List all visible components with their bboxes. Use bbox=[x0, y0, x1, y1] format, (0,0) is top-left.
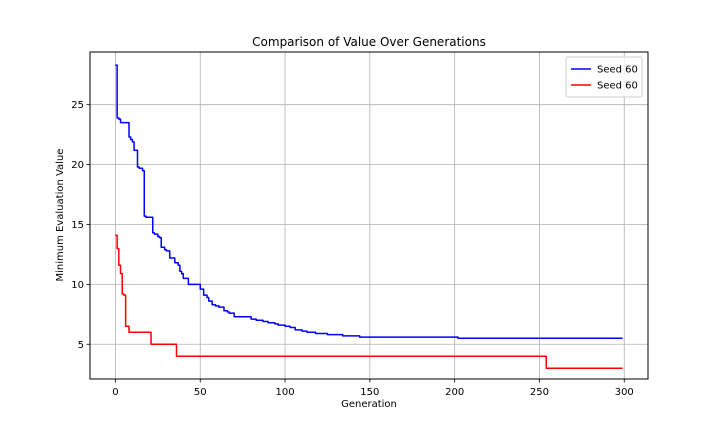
y-tick-label: 15 bbox=[71, 220, 84, 231]
x-tick-label: 50 bbox=[194, 387, 207, 398]
y-tick-label: 5 bbox=[78, 340, 84, 351]
y-axis-label: Minimum Evaluation Value bbox=[55, 149, 66, 282]
y-tick-label: 25 bbox=[71, 100, 84, 111]
legend: Seed 60 Seed 60 bbox=[565, 56, 643, 98]
x-tick-label: 0 bbox=[112, 387, 118, 398]
x-tick-label: 300 bbox=[615, 387, 634, 398]
legend-box bbox=[565, 56, 643, 98]
axis-ticks: 0 50 100 150 200 250 300 5 10 15 20 25 bbox=[71, 100, 634, 398]
y-tick-label: 20 bbox=[71, 160, 84, 171]
x-tick-label: 150 bbox=[360, 387, 379, 398]
legend-label-2: Seed 60 bbox=[597, 81, 638, 92]
grid-lines bbox=[90, 52, 648, 379]
x-axis-label: Generation bbox=[341, 399, 397, 410]
series-lines bbox=[115, 64, 623, 369]
x-tick-label: 200 bbox=[445, 387, 464, 398]
legend-label-1: Seed 60 bbox=[597, 65, 638, 76]
series-line-2 bbox=[115, 234, 623, 369]
x-tick-label: 100 bbox=[275, 387, 294, 398]
series-line-1 bbox=[115, 64, 623, 340]
plot-frame bbox=[89, 51, 649, 380]
x-tick-label: 250 bbox=[530, 387, 549, 398]
y-tick-label: 10 bbox=[71, 280, 84, 291]
chart-title: Comparison of Value Over Generations bbox=[252, 35, 486, 49]
